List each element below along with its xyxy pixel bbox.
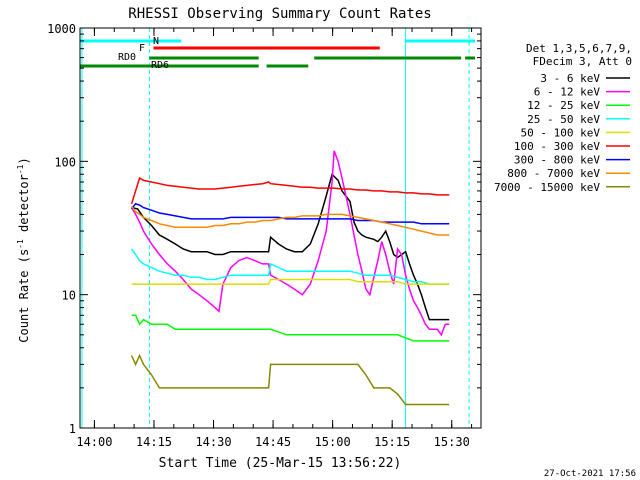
- y-tick-label-3: 1000: [47, 22, 76, 36]
- legend-label-1: 6 - 12 keV: [534, 86, 601, 99]
- x-tick-label-0: 14:00: [76, 435, 112, 449]
- series-line-1: [130, 150, 450, 337]
- legend-label-0: 3 - 6 keV: [540, 72, 600, 85]
- footer-date: 27-Oct-2021 17:56: [544, 469, 636, 479]
- y-tick-label-0: 1: [69, 422, 76, 436]
- legend-header-line-1: Det 1,3,5,6,7,9,: [526, 42, 632, 55]
- series-line-6: [131, 202, 450, 225]
- x-tick-label-3: 14:45: [255, 435, 291, 449]
- y-tick-label-1: 10: [62, 289, 76, 303]
- y-tick-label-2: 100: [54, 155, 76, 169]
- flag-bars-layer: [80, 28, 476, 428]
- legend-label-8: 7000 - 15000 keV: [494, 181, 600, 194]
- legend-label-3: 25 - 50 keV: [527, 113, 600, 126]
- legend-label-6: 300 - 800 keV: [514, 154, 600, 167]
- series-layer: [130, 150, 450, 406]
- axis-ticks-layer: 1 10 100 1000 14:00 14:15 14:30 14:45 15:00 15:15…: [47, 22, 481, 449]
- series-line-5: [130, 176, 450, 205]
- y-axis-label: Count Rate (s-1 detector-1): [16, 157, 31, 342]
- x-tick-label-1: 14:15: [136, 435, 172, 449]
- x-tick-label-5: 15:15: [374, 435, 410, 449]
- series-line-3: [130, 248, 450, 285]
- legend: Det 1,3,5,6,7,9, FDecim 3, Att 0 3 - 6 k…: [494, 42, 632, 194]
- series-line-2: [131, 314, 450, 342]
- y-axis-label-end: ): [17, 157, 31, 164]
- plot-frame: [79, 27, 482, 429]
- y-axis-label-mid: detector: [17, 174, 31, 239]
- x-axis-label: Start Time (25-Mar-15 13:56:22): [159, 456, 402, 471]
- x-tick-label-6: 15:30: [434, 435, 470, 449]
- y-axis-label-sup1: -1: [16, 239, 25, 249]
- flag-label-rd0: RD0: [118, 52, 136, 63]
- flag-label-rd6: RD6: [151, 60, 169, 71]
- legend-header-line-2: FDecim 3, Att 0: [533, 55, 632, 68]
- series-line-0: [131, 172, 450, 321]
- x-tick-label-4: 15:00: [315, 435, 351, 449]
- flag-label-f: F: [139, 43, 145, 54]
- legend-label-7: 800 - 7000 keV: [507, 167, 600, 180]
- chart-title: RHESSI Observing Summary Count Rates: [128, 6, 431, 22]
- y-axis-label-sup2: -1: [16, 164, 25, 174]
- series-line-7: [131, 205, 450, 236]
- x-tick-label-2: 14:30: [195, 435, 231, 449]
- legend-label-2: 12 - 25 keV: [527, 99, 600, 112]
- legend-label-5: 100 - 300 keV: [514, 140, 600, 153]
- series-line-4: [131, 278, 450, 285]
- legend-label-4: 50 - 100 keV: [521, 126, 601, 139]
- series-line-8: [130, 353, 450, 406]
- flag-label-n: N: [153, 36, 159, 47]
- y-axis-label-main: Count Rate (s: [17, 249, 31, 343]
